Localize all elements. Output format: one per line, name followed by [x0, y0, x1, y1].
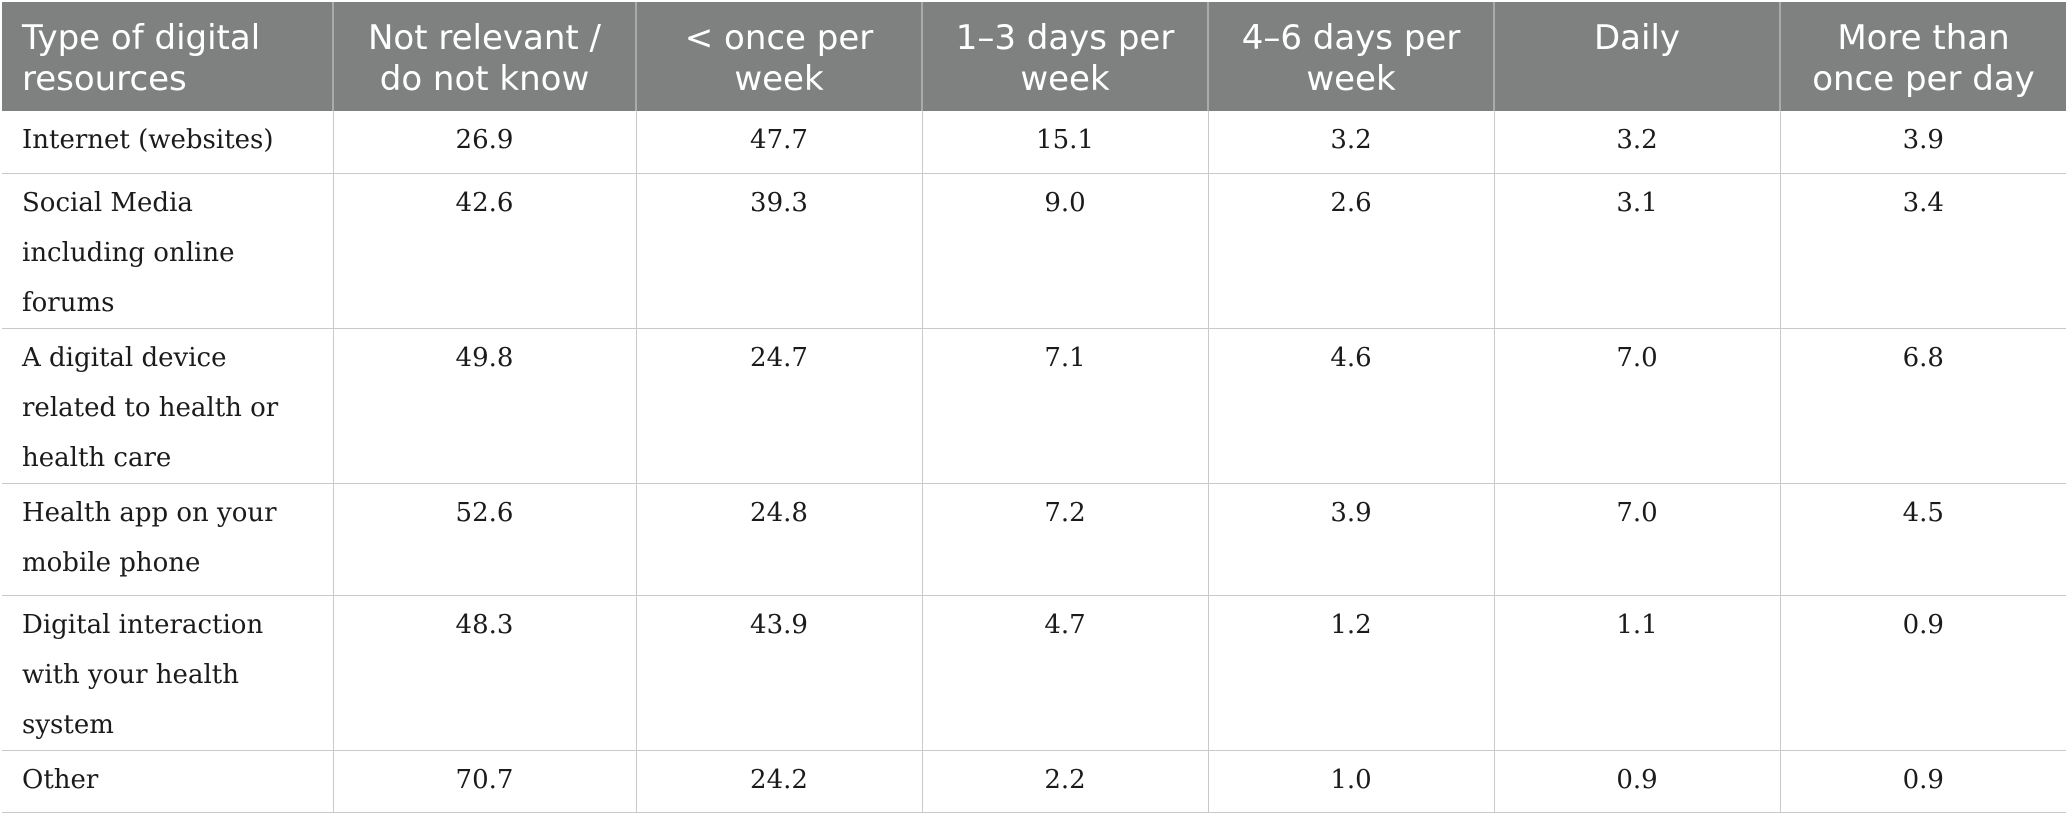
table-body: Internet (websites) 26.9 47.7 15.1 3.2 3… — [2, 111, 2066, 813]
cell-value: 0.9 — [1780, 595, 2066, 751]
table-row: Social Media including online forums 42.… — [2, 173, 2066, 329]
cell-value: 52.6 — [333, 483, 637, 596]
row-label: Health app on your mobile phone — [2, 483, 334, 596]
cell-value: 3.9 — [1780, 111, 2066, 174]
cell-value: 1.1 — [1494, 595, 1781, 751]
cell-value: 4.7 — [922, 595, 1209, 751]
row-label: Digital interaction with your health sys… — [2, 595, 334, 751]
cell-value: 43.9 — [636, 595, 923, 751]
cell-value: 3.2 — [1208, 111, 1495, 174]
table-row: Internet (websites) 26.9 47.7 15.1 3.2 3… — [2, 111, 2066, 174]
cell-value: 42.6 — [333, 173, 637, 329]
cell-value: 1.0 — [1208, 750, 1495, 813]
table-row: Digital interaction with your health sys… — [2, 595, 2066, 751]
row-label: Internet (websites) — [2, 111, 334, 174]
header-type-of-digital-resources: Type of digital resources — [2, 2, 334, 111]
cell-value: 39.3 — [636, 173, 923, 329]
cell-value: 24.2 — [636, 750, 923, 813]
header-row: Type of digital resources Not relevant /… — [2, 2, 2066, 111]
cell-value: 1.2 — [1208, 595, 1495, 751]
cell-value: 24.7 — [636, 328, 923, 484]
row-label: A digital device related to health or he… — [2, 328, 334, 484]
cell-value: 9.0 — [922, 173, 1209, 329]
cell-value: 2.2 — [922, 750, 1209, 813]
row-label: Other — [2, 750, 334, 813]
cell-value: 24.8 — [636, 483, 923, 596]
cell-value: 3.2 — [1494, 111, 1781, 174]
cell-value: 2.6 — [1208, 173, 1495, 329]
header-more-than-once-per-day: More than once per day — [1780, 2, 2066, 111]
cell-value: 7.0 — [1494, 483, 1781, 596]
cell-value: 7.0 — [1494, 328, 1781, 484]
cell-value: 4.6 — [1208, 328, 1495, 484]
cell-value: 3.4 — [1780, 173, 2066, 329]
cell-value: 4.5 — [1780, 483, 2066, 596]
header-1-3-days-per-week: 1–3 days per week — [922, 2, 1209, 111]
cell-value: 7.1 — [922, 328, 1209, 484]
cell-value: 0.9 — [1780, 750, 2066, 813]
cell-value: 15.1 — [922, 111, 1209, 174]
header-4-6-days-per-week: 4–6 days per week — [1208, 2, 1495, 111]
cell-value: 7.2 — [922, 483, 1209, 596]
table-header: Type of digital resources Not relevant /… — [2, 2, 2066, 111]
cell-value: 0.9 — [1494, 750, 1781, 813]
table-row: Other 70.7 24.2 2.2 1.0 0.9 0.9 — [2, 750, 2066, 813]
table-row: A digital device related to health or he… — [2, 328, 2066, 484]
cell-value: 47.7 — [636, 111, 923, 174]
cell-value: 70.7 — [333, 750, 637, 813]
row-label: Social Media including online forums — [2, 173, 334, 329]
cell-value: 3.1 — [1494, 173, 1781, 329]
header-not-relevant: Not relevant / do not know — [333, 2, 637, 111]
cell-value: 49.8 — [333, 328, 637, 484]
cell-value: 26.9 — [333, 111, 637, 174]
cell-value: 3.9 — [1208, 483, 1495, 596]
cell-value: 48.3 — [333, 595, 637, 751]
header-daily: Daily — [1494, 2, 1781, 111]
table-row: Health app on your mobile phone 52.6 24.… — [2, 483, 2066, 596]
cell-value: 6.8 — [1780, 328, 2066, 484]
header-less-than-once-per-week: < once per week — [636, 2, 923, 111]
